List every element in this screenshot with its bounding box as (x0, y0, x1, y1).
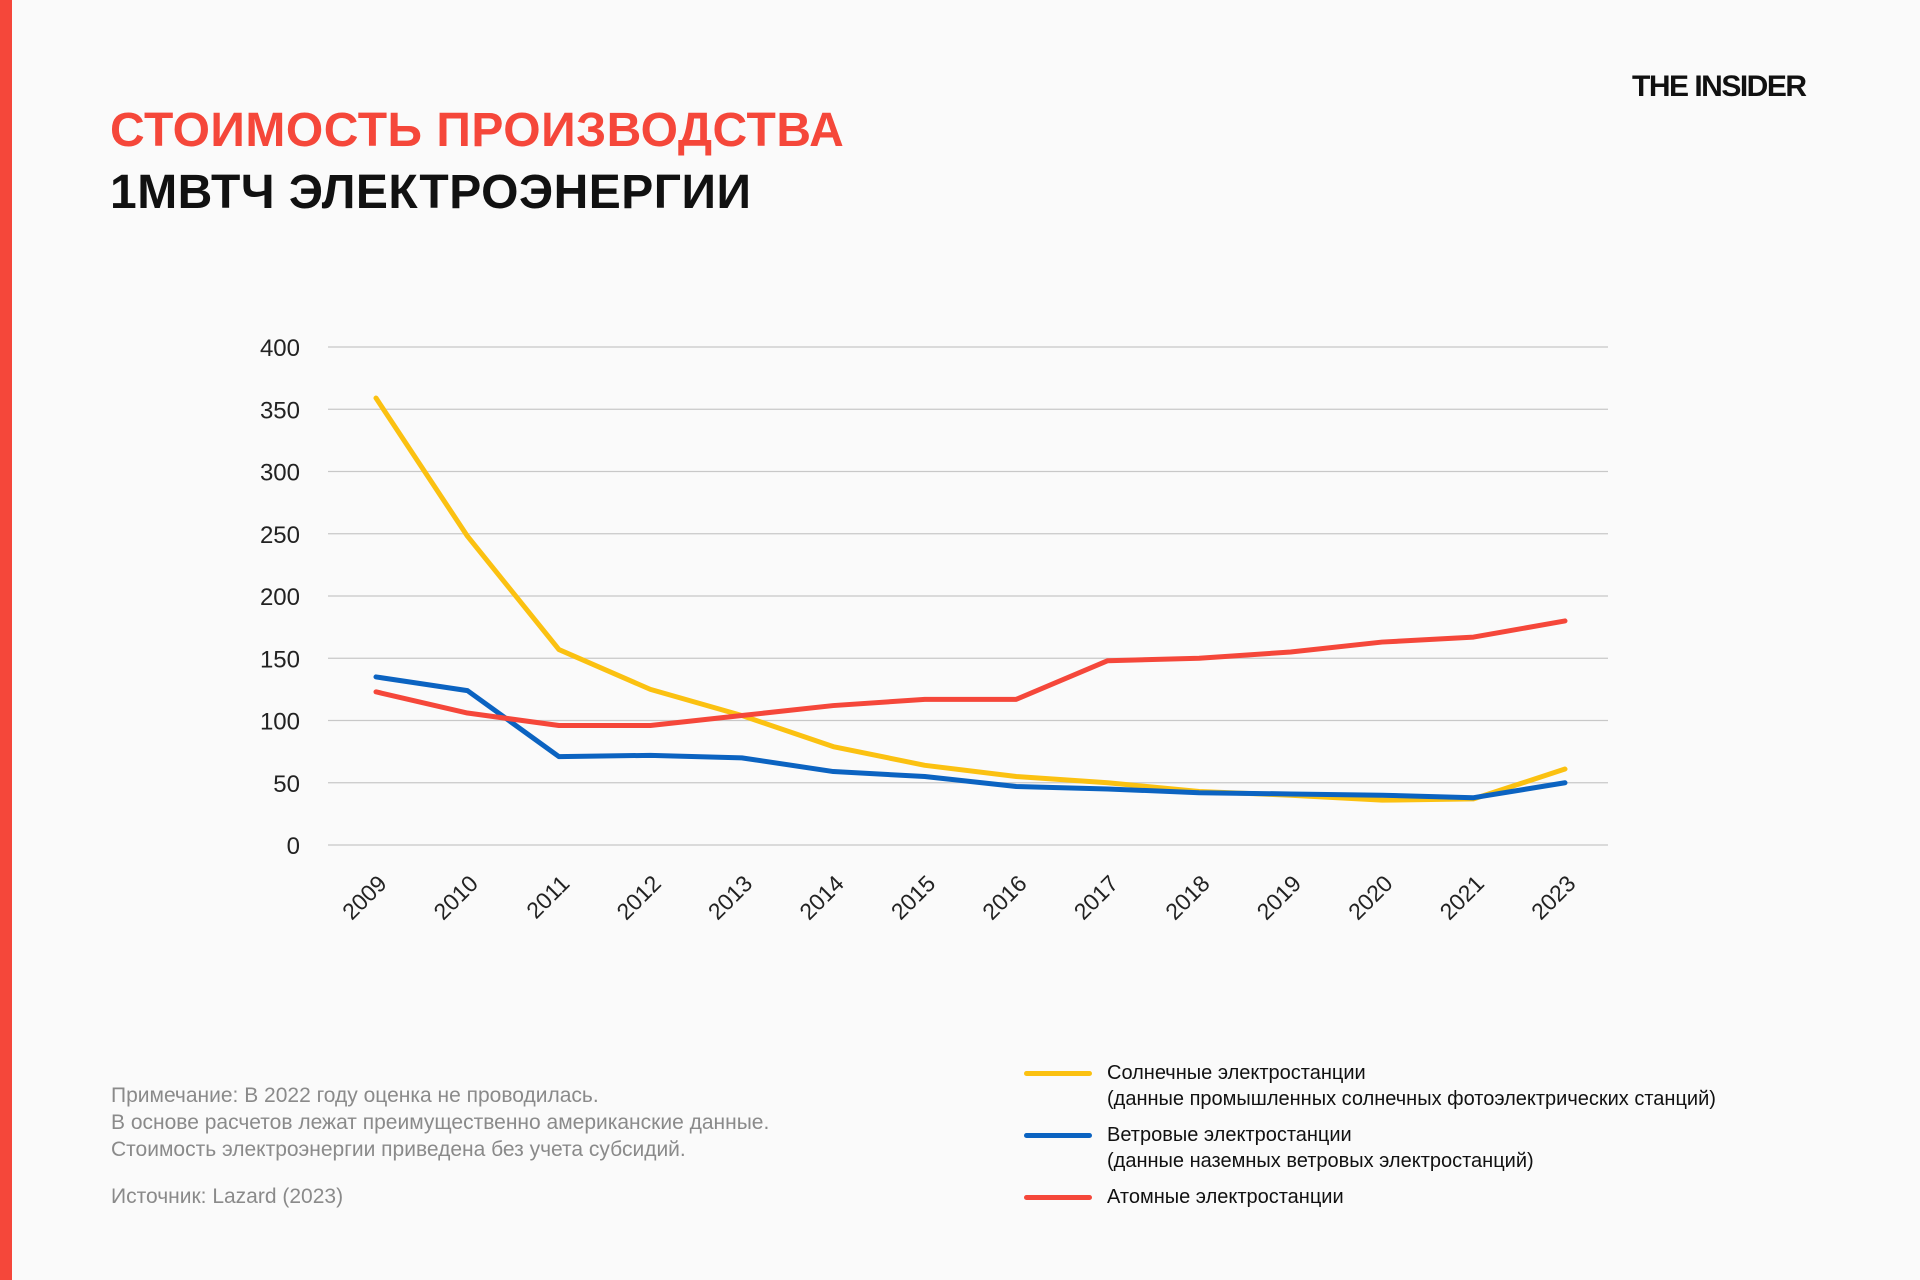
series-line-2 (373, 618, 1568, 728)
y-tick-label: 350 (260, 397, 300, 424)
legend-sublabel: (данные промышленных солнечных фотоэлект… (1107, 1088, 1716, 1110)
chart-notes: Примечание: В 2022 году оценка не провод… (111, 1082, 769, 1210)
series-line-0 (373, 395, 1568, 803)
title-line-2: 1МВТЧ ЭЛЕКТРОЭНЕРГИИ (110, 166, 752, 219)
accent-bar (0, 0, 12, 1280)
title-line-1: СТОИМОСТЬ ПРОИЗВОДСТВА (110, 104, 845, 157)
x-tick-label: 2019 (1252, 870, 1307, 925)
x-tick-label: 2011 (521, 870, 574, 923)
legend-label: Солнечные электростанции (1107, 1062, 1366, 1084)
legend: Солнечные электростанции (данные промышле… (1024, 1060, 1716, 1220)
legend-swatch (1024, 1195, 1092, 1200)
note-line: Примечание: В 2022 году оценка не провод… (111, 1084, 599, 1107)
legend-swatch (1024, 1133, 1092, 1138)
legend-item-solar: Солнечные электростанции (данные промышле… (1024, 1060, 1716, 1112)
y-tick-label: 200 (260, 584, 300, 611)
y-tick-label: 100 (260, 709, 300, 736)
legend-item-nuclear: Атомные электростанции (1024, 1184, 1716, 1210)
brand-logo: THE INSIDER (1632, 70, 1807, 103)
y-tick-label: 150 (260, 646, 300, 673)
x-tick-label: 2009 (337, 870, 392, 925)
x-tick-label: 2017 (1069, 870, 1124, 925)
x-tick-label: 2010 (428, 870, 483, 925)
x-tick-label: 2014 (794, 870, 849, 925)
legend-item-wind: Ветровые электростанции (данные наземных … (1024, 1122, 1716, 1174)
x-tick-label: 2023 (1526, 870, 1581, 925)
legend-label: Ветровые электростанции (1107, 1124, 1352, 1146)
chart-title: СТОИМОСТЬ ПРОИЗВОДСТВА 1МВТЧ ЭЛЕКТРОЭНЕР… (110, 100, 844, 224)
x-tick-label: 2020 (1343, 870, 1398, 925)
legend-label: Атомные электростанции (1107, 1186, 1344, 1208)
x-tick-label: 2015 (886, 870, 941, 925)
y-tick-label: 400 (260, 335, 300, 362)
y-tick-label: 250 (260, 522, 300, 549)
x-tick-label: 2016 (977, 870, 1032, 925)
x-tick-label: 2018 (1160, 870, 1215, 925)
source-note: Источник: Lazard (2023) (111, 1185, 344, 1208)
y-tick-label: 300 (260, 460, 300, 487)
legend-sublabel: (данные наземных ветровых электростанций… (1107, 1150, 1534, 1172)
legend-swatch (1024, 1071, 1092, 1076)
note-line: В основе расчетов лежат преимущественно … (111, 1111, 770, 1134)
y-tick-label: 50 (273, 771, 300, 798)
x-tick-label: 2013 (703, 870, 758, 925)
y-tick-label: 0 (287, 833, 300, 860)
x-tick-label: 2021 (1435, 870, 1490, 925)
note-line: Стоимость электроэнергии приведена без у… (111, 1138, 686, 1161)
x-tick-label: 2012 (611, 870, 666, 925)
series-line-1 (373, 674, 1568, 801)
